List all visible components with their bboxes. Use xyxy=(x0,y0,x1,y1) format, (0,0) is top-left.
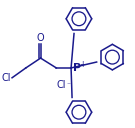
Text: P: P xyxy=(73,63,81,73)
Text: ⁻: ⁻ xyxy=(67,80,71,89)
Text: Cl: Cl xyxy=(57,80,66,90)
Text: +: + xyxy=(79,61,85,70)
Text: O: O xyxy=(37,33,44,43)
Text: Cl: Cl xyxy=(2,73,11,83)
